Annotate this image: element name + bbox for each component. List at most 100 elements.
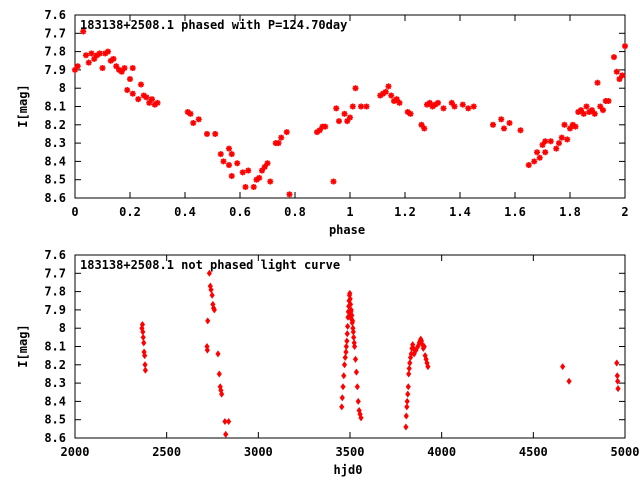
unphased-light-curve-panel: 7.6 7.7 7.8 7.9 8 8.1 8.2 8.3 8.4 8.5 8.6 2000 2500… <box>16 248 639 477</box>
data-point <box>135 96 142 103</box>
data-point <box>531 158 538 165</box>
x-tick-label: 5000 <box>611 445 640 459</box>
data-point <box>204 346 210 354</box>
phased-light-curve-panel: 7.67.77.87.988.18.28.38.48.58.6 0 0.2 0.4 0… <box>16 8 629 237</box>
data-point <box>211 306 217 314</box>
data-point <box>407 359 413 367</box>
data-point <box>536 154 543 161</box>
data-point <box>421 342 427 351</box>
data-point <box>149 96 155 103</box>
data-point <box>525 162 532 169</box>
data-point <box>339 403 345 411</box>
data-point <box>215 350 221 358</box>
data-point <box>342 353 348 361</box>
y-tick-label: 8.4 <box>44 154 66 168</box>
y-tick-label: 8.5 <box>44 413 66 427</box>
data-point <box>405 383 411 391</box>
data-point <box>154 99 161 106</box>
y-tick-label: 7.6 <box>44 248 66 262</box>
data-point <box>205 317 211 325</box>
data-point <box>74 63 81 70</box>
data-point <box>80 28 87 35</box>
y-tick-label: 8 <box>59 321 66 335</box>
data-point <box>572 123 579 130</box>
data-point <box>340 383 346 391</box>
data-point <box>278 134 285 141</box>
data-point <box>143 94 150 101</box>
data-point <box>558 134 565 141</box>
data-point <box>286 191 293 198</box>
data-point <box>208 286 214 294</box>
data-point <box>353 368 359 376</box>
data-point <box>343 342 349 351</box>
data-point <box>490 121 496 128</box>
y-tick-label: 7.7 <box>44 266 66 280</box>
data-point <box>591 110 598 117</box>
data-point <box>501 125 507 132</box>
data-point <box>470 103 477 110</box>
data-point <box>615 385 621 393</box>
x-tick-label: 1.4 <box>449 205 471 219</box>
data-point <box>611 54 617 61</box>
data-point <box>341 361 348 369</box>
data-point <box>330 178 337 185</box>
data-point <box>336 118 342 125</box>
data-point <box>406 364 412 372</box>
data-point <box>352 342 358 351</box>
x-tick-label: 0 <box>71 205 78 219</box>
data-point <box>615 377 621 385</box>
y-tick-label: 7.9 <box>44 63 66 77</box>
data-point <box>435 99 441 106</box>
data-point <box>459 101 466 108</box>
data-point <box>217 151 224 158</box>
bottom-y-axis: 7.6 7.7 7.8 7.9 8 8.1 8.2 8.3 8.4 8.5 8.6 <box>44 248 625 445</box>
data-point <box>425 363 431 371</box>
data-point <box>465 105 472 112</box>
data-point <box>403 412 409 420</box>
data-point <box>406 370 412 378</box>
y-tick-label: 8.3 <box>44 376 66 390</box>
y-tick-label: 7.6 <box>44 8 66 22</box>
y-tick-label: 7.7 <box>44 26 66 40</box>
data-point <box>344 330 350 338</box>
y-tick-label: 8.3 <box>44 136 66 150</box>
data-point <box>622 43 628 50</box>
y-tick-label: 8.1 <box>44 100 66 114</box>
x-tick-label: 2000 <box>61 445 90 459</box>
data-point <box>350 328 356 336</box>
data-point <box>349 317 356 325</box>
data-point <box>440 105 447 112</box>
top-x-axis: 0 0.2 0.4 0.6 0.8 1 1.2 1.4 1.6 1.8 2 <box>71 15 629 219</box>
data-point <box>228 173 235 180</box>
data-point <box>351 333 357 341</box>
data-point <box>583 103 590 110</box>
data-point <box>275 140 282 147</box>
x-tick-label: 0.2 <box>119 205 141 219</box>
bottom-data-points <box>139 269 621 438</box>
data-point <box>85 59 92 66</box>
data-point <box>614 372 620 380</box>
y-tick-label: 7.8 <box>44 45 66 59</box>
y-tick-label: 8.6 <box>44 191 66 205</box>
data-point <box>534 149 540 156</box>
data-point <box>542 149 549 156</box>
data-point <box>83 52 89 59</box>
data-point <box>613 68 620 75</box>
x-tick-label: 1.8 <box>559 205 581 219</box>
data-point <box>110 55 117 62</box>
data-point <box>396 99 403 106</box>
data-point <box>99 65 106 72</box>
data-point <box>96 50 103 57</box>
data-point <box>190 119 197 126</box>
data-point <box>352 85 359 92</box>
data-point <box>226 418 232 426</box>
y-tick-label: 8.1 <box>44 340 66 354</box>
data-point <box>605 98 612 105</box>
data-point <box>124 87 131 94</box>
x-tick-label: 3000 <box>244 445 273 459</box>
data-point <box>341 372 347 380</box>
data-point <box>564 136 571 143</box>
data-point <box>580 110 587 117</box>
data-point <box>322 123 329 130</box>
